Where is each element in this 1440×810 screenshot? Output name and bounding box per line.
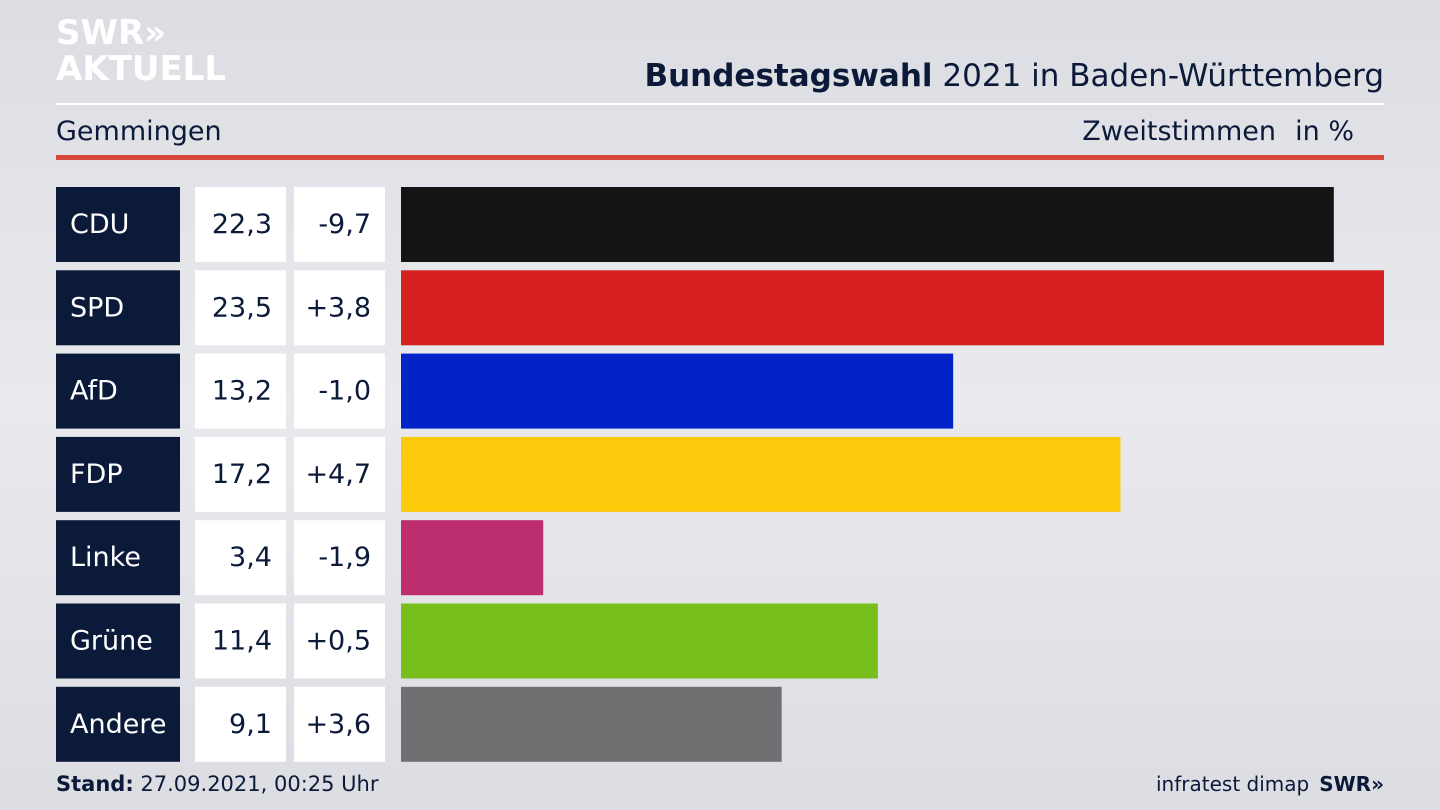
bar-fdp: [401, 436, 1121, 512]
source-label: infratest dimap: [1156, 772, 1310, 796]
value-label-grne: 11,4: [212, 626, 272, 657]
party-label-afd: AfD: [70, 376, 118, 407]
change-box-grne: [294, 603, 385, 679]
chart-title-bold: Bundestagswahl: [644, 58, 933, 94]
bar-afd: [401, 353, 954, 429]
location-label: Gemmingen: [56, 116, 222, 147]
party-box-linke: [56, 520, 180, 596]
value-label-fdp: 17,2: [212, 459, 272, 490]
party-box-fdp: [56, 436, 180, 512]
change-label-fdp: +4,7: [305, 459, 371, 490]
timestamp: Stand: 27.09.2021, 00:25 Uhr: [56, 772, 379, 796]
change-box-andere: [294, 686, 385, 762]
party-label-spd: SPD: [70, 292, 124, 323]
accent-divider: [56, 155, 1384, 160]
value-label-linke: 3,4: [229, 542, 272, 573]
source-credit: infratest dimap SWR»: [1156, 772, 1384, 796]
party-label-grne: Grüne: [70, 626, 153, 657]
bar-andere: [401, 686, 782, 762]
swr-brand: SWR»: [1319, 772, 1384, 796]
bar-linke: [401, 520, 544, 596]
party-label-cdu: CDU: [70, 209, 129, 240]
bar-cdu: [401, 187, 1334, 262]
value-box-cdu: [195, 187, 286, 262]
timestamp-label: Stand:: [56, 772, 134, 796]
bar-spd: [401, 270, 1384, 346]
change-label-cdu: -9,7: [318, 209, 371, 240]
party-box-afd: [56, 353, 180, 429]
change-box-linke: [294, 520, 385, 596]
party-label-linke: Linke: [70, 542, 141, 573]
value-box-andere: [195, 686, 286, 762]
value-box-linke: [195, 520, 286, 596]
chart-title-rest: 2021 in Baden-Württemberg: [932, 58, 1384, 94]
logo-line-aktuell: AKTUELL: [56, 49, 227, 89]
swr-aktuell-logo: SWR» AKTUELL: [56, 16, 226, 86]
value-label-cdu: 22,3: [212, 209, 272, 240]
value-box-grne: [195, 603, 286, 679]
change-box-cdu: [294, 187, 385, 262]
logo-line-swr: SWR»: [56, 13, 167, 53]
change-label-andere: +3,6: [305, 709, 371, 740]
header-divider: [56, 103, 1384, 105]
party-box-spd: [56, 270, 180, 346]
value-label-spd: 23,5: [212, 292, 272, 323]
party-box-grne: [56, 603, 180, 679]
value-box-afd: [195, 353, 286, 429]
value-label-andere: 9,1: [229, 709, 272, 740]
change-label-afd: -1,0: [318, 376, 371, 407]
value-box-spd: [195, 270, 286, 346]
party-box-cdu: [56, 187, 180, 262]
party-label-fdp: FDP: [70, 459, 123, 490]
value-box-fdp: [195, 436, 286, 512]
bar-grne: [401, 603, 878, 679]
change-box-spd: [294, 270, 385, 346]
timestamp-value: 27.09.2021, 00:25 Uhr: [133, 772, 379, 796]
chart-title: Bundestagswahl 2021 in Baden-Württemberg: [644, 58, 1384, 94]
party-label-andere: Andere: [70, 709, 166, 740]
value-label-afd: 13,2: [212, 376, 272, 407]
change-label-spd: +3,8: [305, 292, 371, 323]
change-label-linke: -1,9: [318, 542, 371, 573]
unit-label: in %: [1295, 116, 1354, 147]
change-box-fdp: [294, 436, 385, 512]
change-label-grne: +0,5: [305, 626, 371, 657]
party-box-andere: [56, 686, 180, 762]
metric-label: Zweitstimmen: [1082, 116, 1276, 147]
change-box-afd: [294, 353, 385, 429]
